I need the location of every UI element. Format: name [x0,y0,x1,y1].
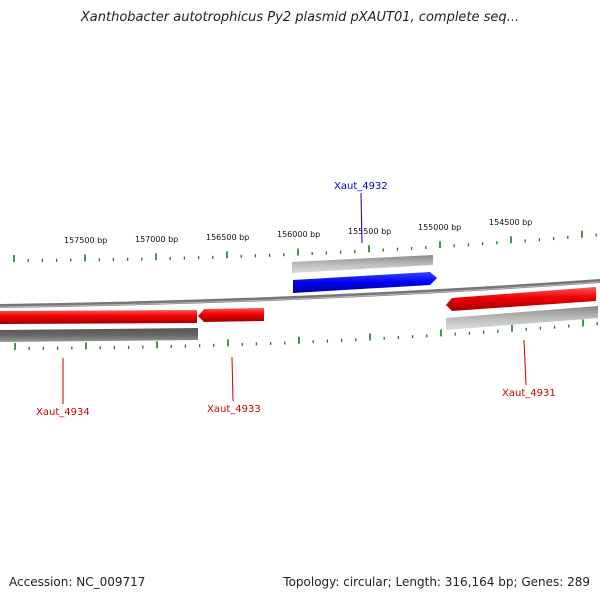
ruler-label: 155000 bp [418,223,461,232]
gene-label-xaut-4933[interactable]: Xaut_4933 [207,404,261,415]
ruler-label: 154500 bp [489,218,532,227]
gene-leader-xaut-4932 [360,192,363,244]
gene-arrow-xaut-4934[interactable] [0,310,197,324]
ruler-label: 155500 bp [348,227,391,236]
ruler-label: 157500 bp [64,236,107,245]
ruler-ticks-bottom [14,319,598,350]
ruler-ticks-top [13,230,597,262]
ruler-label: 157000 bp [135,235,178,244]
gene-arrow-xaut-4932[interactable] [293,272,437,293]
gene-shadow-feature [292,255,433,273]
gene-leader-xaut-4933 [231,356,234,402]
gene-label-xaut-4934[interactable]: Xaut_4934 [36,407,90,418]
ruler-label: 156000 bp [277,230,320,239]
ruler-labels: 157500 bp 157000 bp 156500 bp 156000 bp … [64,218,532,245]
gene-shadow-feature [0,328,198,342]
map-title: Xanthobacter autotrophicus Py2 plasmid p… [80,10,520,25]
topology-summary: Topology: circular; Length: 316,164 bp; … [283,575,590,589]
gene-arrow-xaut-4933[interactable] [198,308,264,322]
gene-leader-xaut-4931 [523,339,527,386]
plasmid-backbone [0,279,600,308]
gene-label-xaut-4932[interactable]: Xaut_4932 [334,181,388,192]
ruler-label: 156500 bp [206,233,249,242]
gene-shadow-feature [446,306,598,330]
accession-text: Accession: NC_009717 [9,575,146,589]
gene-arrow-xaut-4931[interactable] [446,287,596,311]
gene-label-xaut-4931[interactable]: Xaut_4931 [502,388,556,399]
